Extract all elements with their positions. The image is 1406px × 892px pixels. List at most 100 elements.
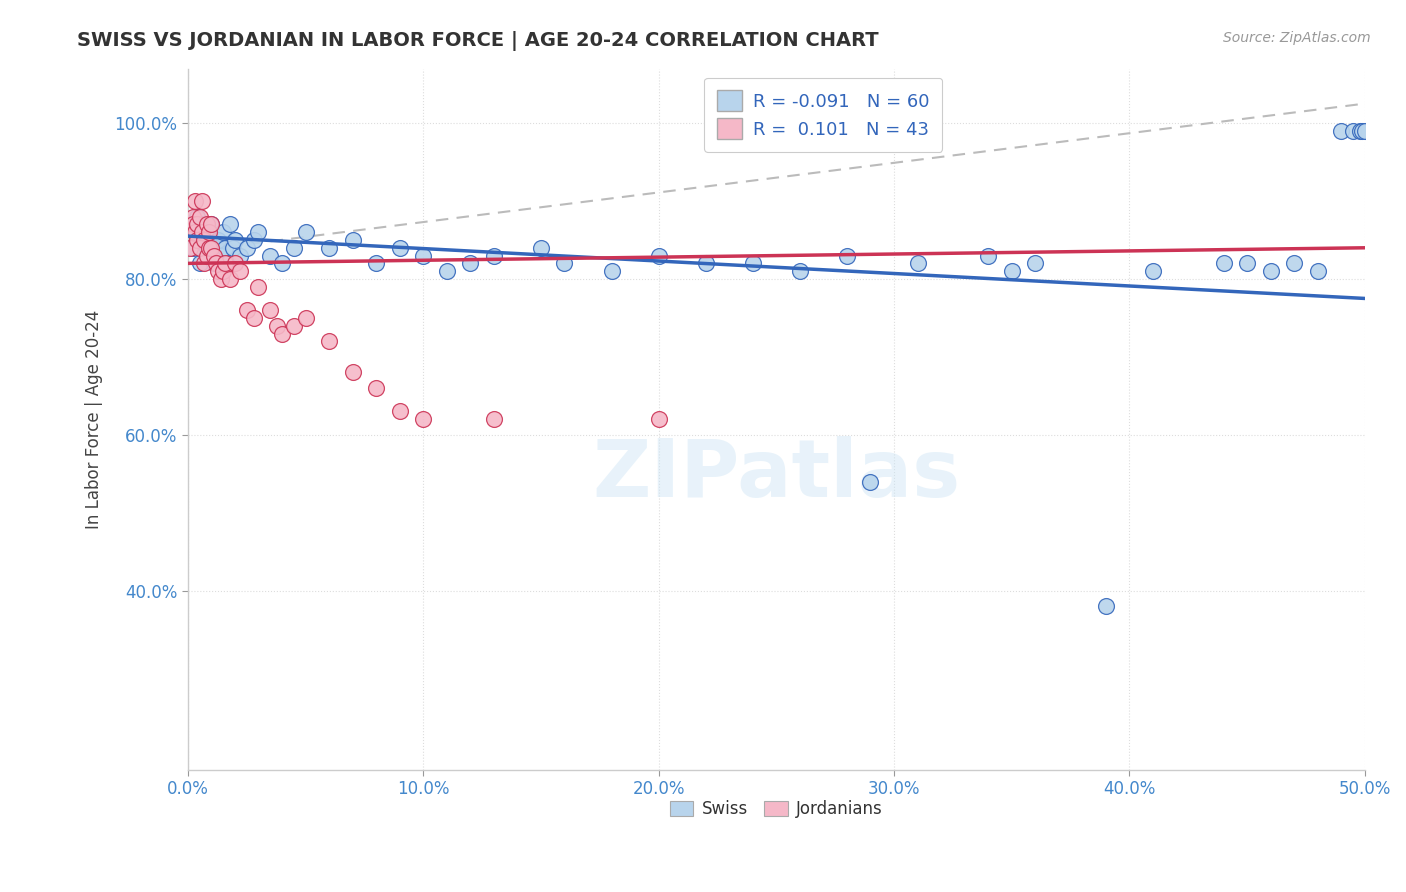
Text: Source: ZipAtlas.com: Source: ZipAtlas.com (1223, 31, 1371, 45)
Point (235, 241, 257, 255)
Point (219, 272, 242, 286)
Point (221, 241, 243, 255)
Point (600, 264, 623, 278)
Point (198, 225, 221, 239)
Point (366, 381, 388, 395)
Point (181, 218, 204, 232)
Point (259, 249, 281, 263)
Point (217, 256, 239, 270)
Point (436, 264, 458, 278)
Point (412, 412, 434, 426)
Point (1354, 124, 1376, 138)
Point (200, 241, 222, 255)
Point (1306, 264, 1329, 278)
Point (1330, 124, 1353, 138)
Legend: Swiss, Jordanians: Swiss, Jordanians (664, 794, 890, 825)
Y-axis label: In Labor Force | Age 20-24: In Labor Force | Age 20-24 (86, 310, 103, 529)
Point (212, 225, 235, 239)
Point (271, 326, 294, 341)
Point (186, 218, 208, 232)
Point (342, 233, 364, 247)
Point (294, 310, 316, 325)
Point (228, 249, 250, 263)
Point (188, 210, 211, 224)
Point (186, 210, 208, 224)
Point (195, 249, 218, 263)
Point (193, 256, 215, 270)
Point (1212, 256, 1234, 270)
Point (191, 225, 214, 239)
Point (1142, 264, 1164, 278)
Point (179, 241, 201, 255)
Point (266, 318, 288, 333)
Point (212, 264, 235, 278)
Point (184, 194, 207, 208)
Point (181, 210, 204, 224)
Point (247, 279, 270, 293)
Point (271, 256, 294, 270)
Point (789, 264, 811, 278)
Point (482, 249, 505, 263)
Point (209, 249, 232, 263)
Point (318, 334, 340, 349)
Point (188, 256, 211, 270)
Point (188, 241, 211, 255)
Point (202, 256, 225, 270)
Point (195, 241, 218, 255)
Point (553, 256, 575, 270)
Point (198, 241, 221, 255)
Point (1282, 256, 1305, 270)
Point (242, 233, 264, 247)
Point (224, 256, 246, 270)
Point (1260, 264, 1282, 278)
Point (907, 256, 929, 270)
Point (366, 256, 388, 270)
Point (647, 412, 669, 426)
Point (207, 264, 229, 278)
Point (1341, 124, 1364, 138)
Point (209, 272, 232, 286)
Point (342, 366, 364, 380)
Point (200, 218, 222, 232)
Point (294, 225, 316, 239)
Point (219, 218, 242, 232)
Point (193, 233, 215, 247)
Point (228, 264, 250, 278)
Point (195, 218, 218, 232)
Point (205, 256, 228, 270)
Point (205, 241, 228, 255)
Point (259, 303, 281, 318)
Point (1236, 256, 1258, 270)
Point (388, 241, 411, 255)
Point (247, 225, 270, 239)
Point (412, 249, 434, 263)
Point (214, 256, 236, 270)
Point (482, 412, 505, 426)
Point (191, 218, 214, 232)
Point (530, 241, 553, 255)
Point (193, 233, 215, 247)
Point (207, 233, 229, 247)
Point (741, 256, 763, 270)
Point (388, 404, 411, 418)
Point (647, 249, 669, 263)
Point (1095, 599, 1118, 614)
Point (1024, 256, 1046, 270)
Point (977, 249, 1000, 263)
Point (184, 225, 207, 239)
Point (181, 241, 204, 255)
Point (695, 256, 717, 270)
Point (458, 256, 481, 270)
Point (224, 233, 246, 247)
Point (1351, 124, 1374, 138)
Point (283, 318, 305, 333)
Point (214, 241, 236, 255)
Point (200, 218, 222, 232)
Point (184, 225, 207, 239)
Point (186, 233, 208, 247)
Text: SWISS VS JORDANIAN IN LABOR FORCE | AGE 20-24 CORRELATION CHART: SWISS VS JORDANIAN IN LABOR FORCE | AGE … (77, 31, 879, 51)
Point (835, 249, 858, 263)
Point (242, 310, 264, 325)
Point (318, 241, 340, 255)
Point (283, 241, 305, 255)
